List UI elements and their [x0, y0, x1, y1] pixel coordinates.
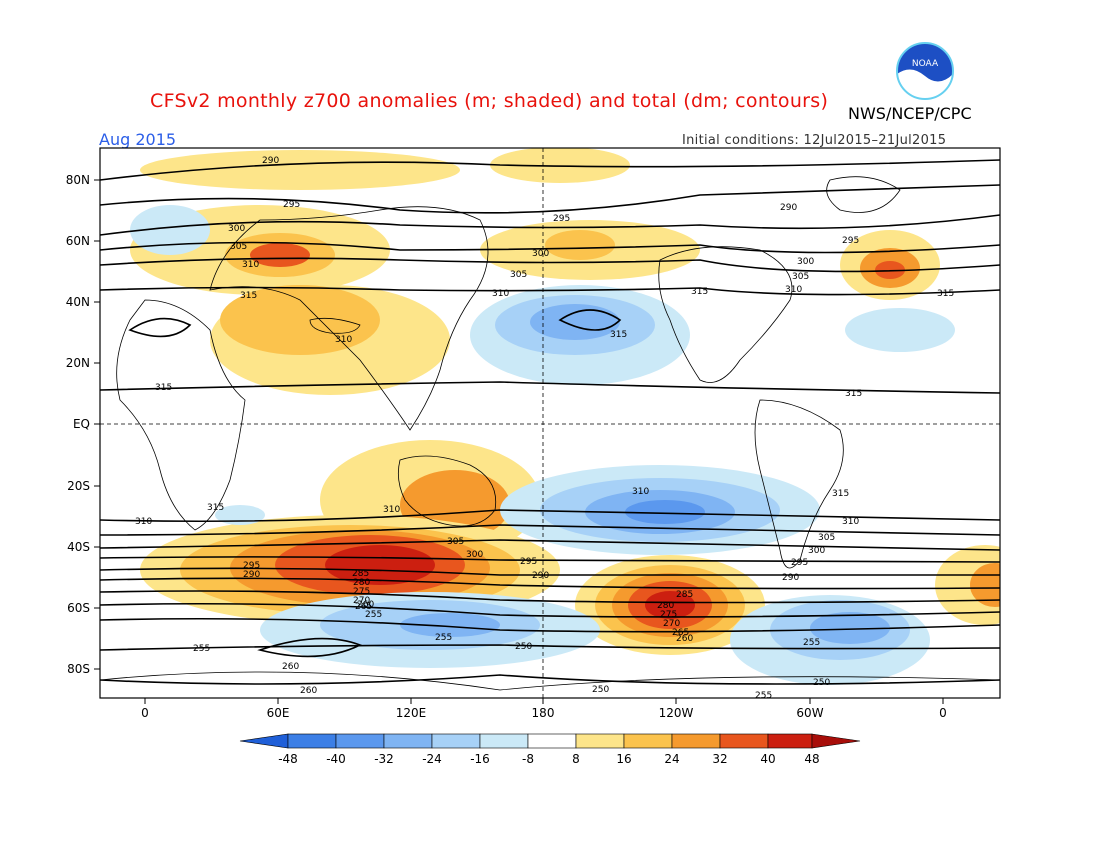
chart-title: CFSv2 monthly z700 anomalies (m; shaded)… — [150, 90, 829, 112]
contour-label: 260 — [676, 634, 693, 644]
colorbar-label: 8 — [572, 752, 580, 766]
contour-label: 295 — [553, 214, 570, 224]
lat-label: 20N — [65, 356, 90, 370]
contour-label: 295 — [791, 558, 808, 568]
contour-label: 265 — [672, 628, 689, 638]
contour-label: 255 — [803, 638, 820, 648]
contour-label: 300 — [228, 224, 245, 234]
lon-label: 120W — [658, 706, 694, 720]
contour-label: 310 — [242, 260, 259, 270]
colorbar-label: 24 — [664, 752, 680, 766]
contour-label: 305 — [818, 533, 835, 543]
contour-label: 310 — [383, 505, 400, 515]
contour-label: 260 — [357, 600, 374, 610]
contour-label: 315 — [207, 503, 224, 513]
contour-label: 280 — [353, 578, 370, 588]
lon-label: 60E — [266, 706, 290, 720]
lat-label: 40N — [65, 295, 90, 309]
contour-label: 265 — [355, 602, 372, 612]
colorbar-label: -32 — [374, 752, 394, 766]
lon-label: 120E — [395, 706, 427, 720]
contour-labels: 290 295 300 305 310 315 310 315 295 300 … — [135, 156, 954, 701]
lat-label: 40S — [67, 540, 90, 554]
forecast-month: Aug 2015 — [99, 130, 177, 149]
contour-label: 295 — [283, 200, 300, 210]
contour-label: 300 — [532, 249, 549, 259]
contour-label: 290 — [532, 571, 549, 581]
contour-label: 315 — [691, 287, 708, 297]
contour-label: 310 — [492, 289, 509, 299]
agency-label: NWS/NCEP/CPC — [848, 104, 972, 123]
colorbar-label: -16 — [470, 752, 490, 766]
contour-label: 310 — [785, 285, 802, 295]
colorbar-label: 16 — [616, 752, 632, 766]
coastlines — [100, 176, 1000, 691]
contour-label: 290 — [262, 156, 279, 166]
contour-label: 285 — [676, 590, 693, 600]
colorbar-label: 48 — [804, 752, 820, 766]
colorbar-label: -48 — [278, 752, 298, 766]
contour-label: 255 — [755, 691, 772, 701]
contour-label: 305 — [510, 270, 527, 280]
contour-label: 250 — [515, 642, 532, 652]
colorbar-label: -8 — [522, 752, 534, 766]
noaa-logo: NOAA — [896, 42, 954, 100]
contour-label: 250 — [592, 685, 609, 695]
svg-text:NOAA: NOAA — [912, 59, 939, 69]
contour-label: 250 — [813, 678, 830, 688]
contour-label: 310 — [842, 517, 859, 527]
map-frame — [99, 147, 1001, 699]
contour-label: 315 — [937, 289, 954, 299]
contour-label: 275 — [660, 610, 677, 620]
colorbar-label: 40 — [760, 752, 776, 766]
contour-label: 270 — [353, 596, 370, 606]
contour-label: 315 — [845, 389, 862, 399]
contour-label: 255 — [365, 610, 382, 620]
contour-label: 290 — [782, 573, 799, 583]
contour-label: 315 — [155, 383, 172, 393]
initial-conditions: Initial conditions: 12Jul2015–21Jul2015 — [682, 133, 947, 148]
contour-label: 260 — [300, 686, 317, 696]
axis-ticks — [94, 179, 944, 704]
contour-label: 290 — [243, 570, 260, 580]
contour-label: 295 — [243, 561, 260, 571]
lon-label: 60W — [796, 706, 824, 720]
lon-label: 0 — [141, 706, 149, 720]
contour-label: 315 — [610, 330, 627, 340]
height-contours — [100, 159, 1000, 685]
contour-label: 295 — [520, 557, 537, 567]
contour-label: 275 — [353, 587, 370, 597]
contour-label: 260 — [282, 662, 299, 672]
contour-label: 305 — [792, 272, 809, 282]
contour-label: 310 — [135, 517, 152, 527]
contour-label: 300 — [797, 257, 814, 267]
lon-label: 0 — [939, 706, 947, 720]
contour-label: 305 — [447, 537, 464, 547]
lat-label: 20S — [67, 479, 90, 493]
lat-label: 80N — [65, 173, 90, 187]
contour-label: 285 — [352, 569, 369, 579]
lat-label: 80S — [67, 662, 90, 676]
lat-label: 60S — [67, 601, 90, 615]
colorbar-label: -40 — [326, 752, 346, 766]
contour-label: 270 — [663, 619, 680, 629]
contour-label: 310 — [335, 335, 352, 345]
contour-label: 255 — [435, 633, 452, 643]
contour-label: 300 — [466, 550, 483, 560]
contour-label: 315 — [240, 291, 257, 301]
contour-label: 305 — [230, 242, 247, 252]
contour-label: 310 — [632, 487, 649, 497]
contour-label: 280 — [657, 601, 674, 611]
contour-label: 255 — [193, 644, 210, 654]
contour-label: 315 — [832, 489, 849, 499]
contour-label: 295 — [842, 236, 859, 246]
colorbar-label: -24 — [422, 752, 442, 766]
colorbar-label: 32 — [712, 752, 728, 766]
lat-label: EQ — [72, 417, 90, 431]
lat-label: 60N — [65, 234, 90, 248]
lon-label: 180 — [531, 706, 555, 720]
contour-label: 290 — [780, 203, 797, 213]
contour-label: 300 — [808, 546, 825, 556]
